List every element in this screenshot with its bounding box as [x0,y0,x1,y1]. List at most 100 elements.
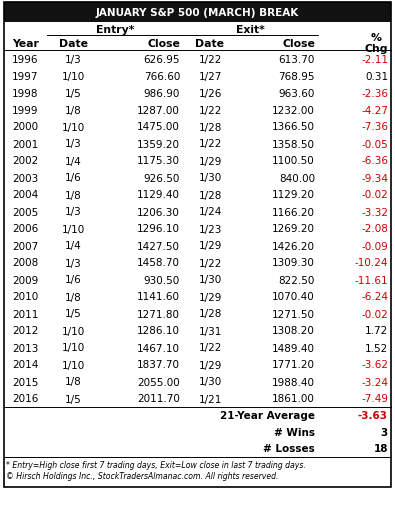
Text: 613.70: 613.70 [278,55,315,64]
Text: JANUARY S&P 500 (MARCH) BREAK: JANUARY S&P 500 (MARCH) BREAK [96,8,299,18]
Text: 768.95: 768.95 [278,71,315,81]
Text: 1/22: 1/22 [198,105,222,115]
Text: 2010: 2010 [12,292,39,302]
Text: Year: Year [12,38,39,48]
Text: 0.31: 0.31 [365,71,388,81]
Text: 2011: 2011 [12,309,39,319]
Text: 3: 3 [381,427,388,437]
Text: -3.62: -3.62 [361,360,388,370]
Text: -2.11: -2.11 [361,55,388,64]
Text: 1/22: 1/22 [198,343,222,353]
Text: 1175.30: 1175.30 [137,156,180,166]
Text: 1287.00: 1287.00 [137,105,180,115]
Text: 1070.40: 1070.40 [272,292,315,302]
Text: -0.05: -0.05 [361,139,388,149]
Text: 840.00: 840.00 [279,173,315,183]
Text: 2013: 2013 [12,343,39,353]
Text: 1/4: 1/4 [65,241,82,251]
Text: 1996: 1996 [12,55,39,64]
Text: 1/31: 1/31 [198,326,222,336]
Text: 2007: 2007 [12,241,39,251]
Text: 1129.20: 1129.20 [272,190,315,200]
Text: 2000: 2000 [12,122,39,132]
Text: 1475.00: 1475.00 [137,122,180,132]
Text: %
Chg: % Chg [365,33,388,54]
Text: 1/3: 1/3 [65,258,82,268]
Text: 1359.20: 1359.20 [137,139,180,149]
Text: 1.52: 1.52 [365,343,388,353]
Text: 18: 18 [374,443,388,453]
Text: -3.24: -3.24 [361,377,388,387]
Text: 1/4: 1/4 [65,156,82,166]
Text: 1/24: 1/24 [198,207,222,217]
Text: 1/30: 1/30 [198,377,222,387]
Text: 1/8: 1/8 [65,190,82,200]
Text: 1166.20: 1166.20 [272,207,315,217]
Text: 2001: 2001 [12,139,39,149]
Text: 1/10: 1/10 [62,224,85,234]
Text: 1/30: 1/30 [198,173,222,183]
Text: 1/29: 1/29 [198,360,222,370]
Text: 2009: 2009 [12,275,39,285]
Text: -6.36: -6.36 [361,156,388,166]
Text: 1988.40: 1988.40 [272,377,315,387]
Text: 1/26: 1/26 [198,88,222,98]
Text: -4.27: -4.27 [361,105,388,115]
Text: * Entry=High close first 7 trading days, Exit=Low close in last 7 trading days.: * Entry=High close first 7 trading days,… [6,461,306,470]
Text: 1296.10: 1296.10 [137,224,180,234]
Text: -2.36: -2.36 [361,88,388,98]
Text: 1308.20: 1308.20 [272,326,315,336]
Text: -7.49: -7.49 [361,394,388,403]
Text: 2006: 2006 [12,224,39,234]
Text: 1.72: 1.72 [365,326,388,336]
Text: 1/29: 1/29 [198,241,222,251]
Text: 1/28: 1/28 [198,122,222,132]
Text: # Wins: # Wins [274,427,315,437]
Text: Date: Date [59,38,88,48]
Text: 1/22: 1/22 [198,258,222,268]
Text: 1141.60: 1141.60 [137,292,180,302]
Text: 963.60: 963.60 [278,88,315,98]
Text: 1489.40: 1489.40 [272,343,315,353]
Text: 1206.30: 1206.30 [137,207,180,217]
Text: 1467.10: 1467.10 [137,343,180,353]
Text: # Losses: # Losses [263,443,315,453]
Text: -10.24: -10.24 [354,258,388,268]
Text: 626.95: 626.95 [143,55,180,64]
Text: -0.02: -0.02 [361,190,388,200]
Text: Date: Date [196,38,224,48]
Text: -9.34: -9.34 [361,173,388,183]
Text: 1/5: 1/5 [65,309,82,319]
Text: 1/10: 1/10 [62,71,85,81]
Text: 1271.50: 1271.50 [272,309,315,319]
Text: 1309.30: 1309.30 [272,258,315,268]
Text: Close: Close [282,38,315,48]
Text: 2015: 2015 [12,377,39,387]
Text: 21-Year Average: 21-Year Average [220,411,315,421]
Text: 1286.10: 1286.10 [137,326,180,336]
Text: 1/21: 1/21 [198,394,222,403]
Text: 2016: 2016 [12,394,39,403]
Text: 1/8: 1/8 [65,105,82,115]
Text: 1/10: 1/10 [62,326,85,336]
Text: 1458.70: 1458.70 [137,258,180,268]
Text: -7.36: -7.36 [361,122,388,132]
Text: 1269.20: 1269.20 [272,224,315,234]
Text: 1358.50: 1358.50 [272,139,315,149]
Text: 1100.50: 1100.50 [272,156,315,166]
Text: 1/5: 1/5 [65,88,82,98]
Text: 2003: 2003 [12,173,39,183]
Text: 1/22: 1/22 [198,139,222,149]
Text: 1/10: 1/10 [62,343,85,353]
Text: Exit*: Exit* [236,24,265,34]
Text: 2055.00: 2055.00 [137,377,180,387]
Text: -11.61: -11.61 [354,275,388,285]
Text: 986.90: 986.90 [144,88,180,98]
Text: -3.32: -3.32 [361,207,388,217]
Text: 1997: 1997 [12,71,39,81]
Text: 1232.00: 1232.00 [272,105,315,115]
Text: -0.09: -0.09 [361,241,388,251]
Text: 1/22: 1/22 [198,55,222,64]
Text: 1/6: 1/6 [65,275,82,285]
Text: © Hirsch Holdings Inc., StockTradersAlmanac.com. All rights reserved.: © Hirsch Holdings Inc., StockTradersAlma… [6,472,278,481]
